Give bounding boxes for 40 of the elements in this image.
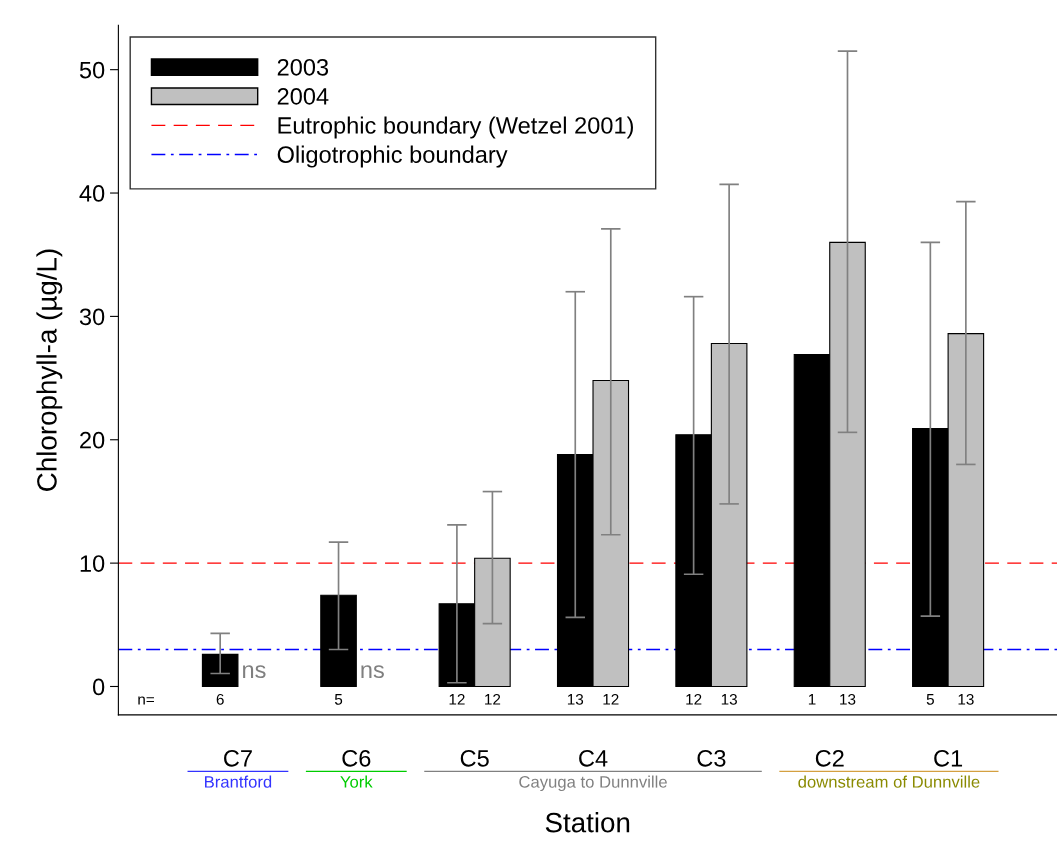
y-tick-label: 0 (92, 678, 105, 696)
bar (320, 594, 357, 688)
y-tick-label: 20 (80, 431, 105, 449)
legend-label: 2004 (277, 88, 329, 105)
text: York (340, 775, 373, 788)
annotation: 13 (567, 693, 584, 705)
y-tick-label: 10 (80, 555, 105, 572)
y-tick-label: 30 (79, 308, 105, 326)
bar (201, 653, 239, 688)
annotation: 12 (485, 693, 501, 705)
annotation: 13 (840, 693, 856, 705)
annotation: 1 (808, 694, 816, 705)
x-tick-label: C6 (342, 749, 371, 767)
x-tick-label: C2 (815, 749, 844, 767)
text: Brantford (205, 775, 272, 788)
legend-label: Eutrophic boundary (Wetzel 2001) (278, 116, 633, 139)
legend-label: Oligotrophic boundary (277, 145, 508, 168)
x-tick-label: C4 (579, 749, 608, 767)
text: Cayuga to Dunnville (519, 775, 667, 792)
annotation: 6 (216, 693, 224, 705)
annotation: 5 (926, 694, 934, 705)
x-tick-label: C1 (934, 749, 963, 767)
annotation: ns (361, 665, 384, 679)
annotation: 12 (603, 693, 619, 705)
annotation: 12 (449, 693, 465, 705)
y-axis-title: Chlorophyll-a (µg/L) (36, 249, 63, 491)
annotation: 12 (686, 693, 702, 705)
annotation: 5 (334, 694, 343, 705)
x-tick-label: C7 (224, 749, 252, 767)
annotation: 13 (721, 693, 737, 705)
text: downstream of Dunnville (798, 775, 980, 788)
x-axis-title: Station (545, 812, 630, 833)
x-tick-label: C5 (460, 749, 489, 767)
annotation: 13 (958, 693, 974, 705)
x-tick-label: C3 (697, 749, 726, 767)
annotation: ns (243, 665, 266, 679)
annotation: n= (138, 696, 154, 705)
y-tick-label: 40 (79, 185, 105, 202)
legend-label: 2003 (277, 58, 329, 76)
y-tick-label: 50 (79, 61, 105, 79)
